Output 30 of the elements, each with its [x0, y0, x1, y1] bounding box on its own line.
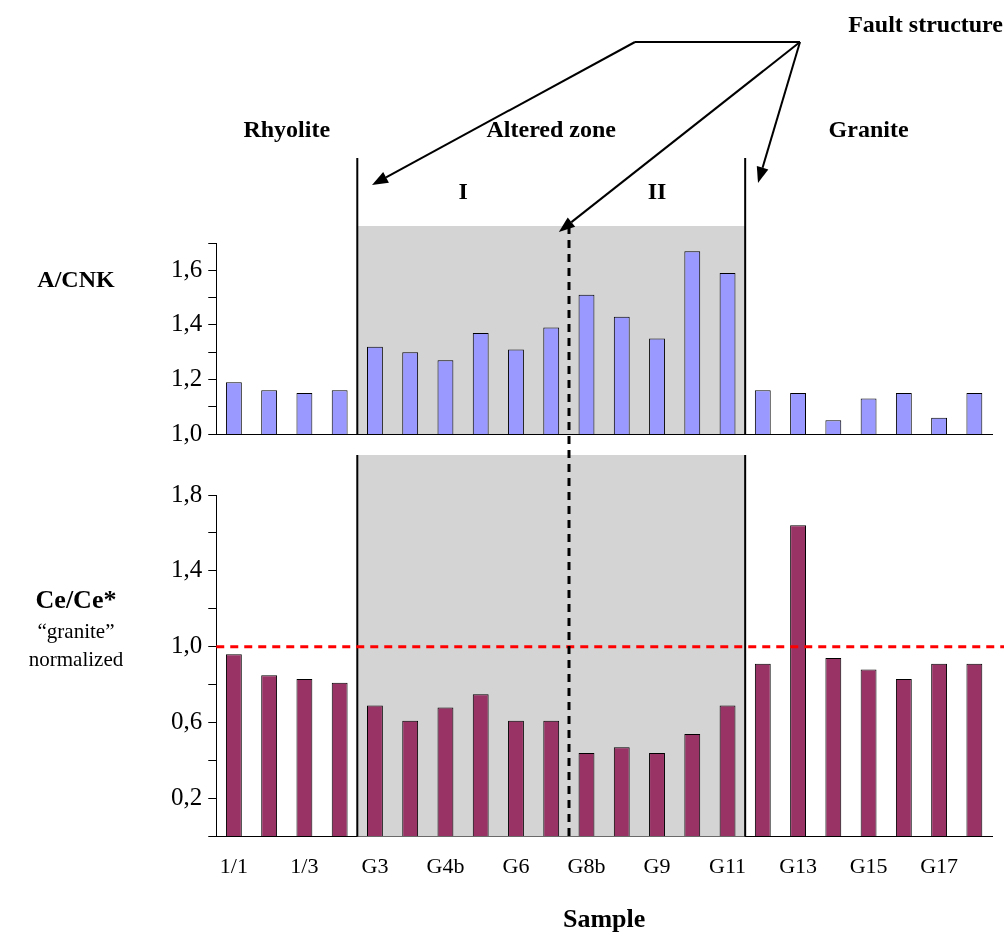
y-tick-label: 0,2 — [171, 783, 203, 811]
x-tick-label: G17 — [920, 853, 959, 879]
y-tick-label: 1,4 — [171, 309, 203, 337]
x-tick-label: G6 — [502, 853, 530, 879]
y-tick-label: 1,4 — [171, 555, 203, 583]
text: Altered zone — [486, 116, 617, 143]
y-axis-title: A/CNK — [37, 266, 115, 293]
x-tick-label: G9 — [643, 853, 671, 879]
y-tick-label: 1,6 — [171, 254, 203, 282]
text: Rhyolite — [243, 116, 331, 143]
y-tick-label: 1,2 — [171, 363, 203, 391]
x-axis-title: Sample — [562, 904, 646, 934]
x-tick-label: 1/3 — [290, 853, 319, 879]
y-tick-label: 1,0 — [171, 418, 203, 446]
x-tick-label: G11 — [709, 853, 747, 879]
y-tick-label: 1,8 — [171, 479, 203, 507]
text: Granite — [828, 116, 909, 143]
y-tick-label: 0,6 — [171, 707, 203, 735]
text: Fault structure — [848, 11, 1004, 38]
x-tick-label: G4b — [426, 853, 465, 879]
x-tick-label: G8b — [567, 853, 606, 879]
text: II — [647, 178, 667, 205]
y-tick-label: 1,0 — [171, 631, 203, 659]
y-axis-title: Ce/Ce* — [35, 584, 117, 614]
x-tick-label: G13 — [779, 853, 818, 879]
x-tick-label: G3 — [361, 853, 389, 879]
x-tick-label: 1/1 — [219, 853, 248, 879]
x-tick-label: G15 — [849, 853, 888, 879]
text: I — [458, 178, 468, 205]
text: “granite” normalized — [28, 619, 124, 672]
